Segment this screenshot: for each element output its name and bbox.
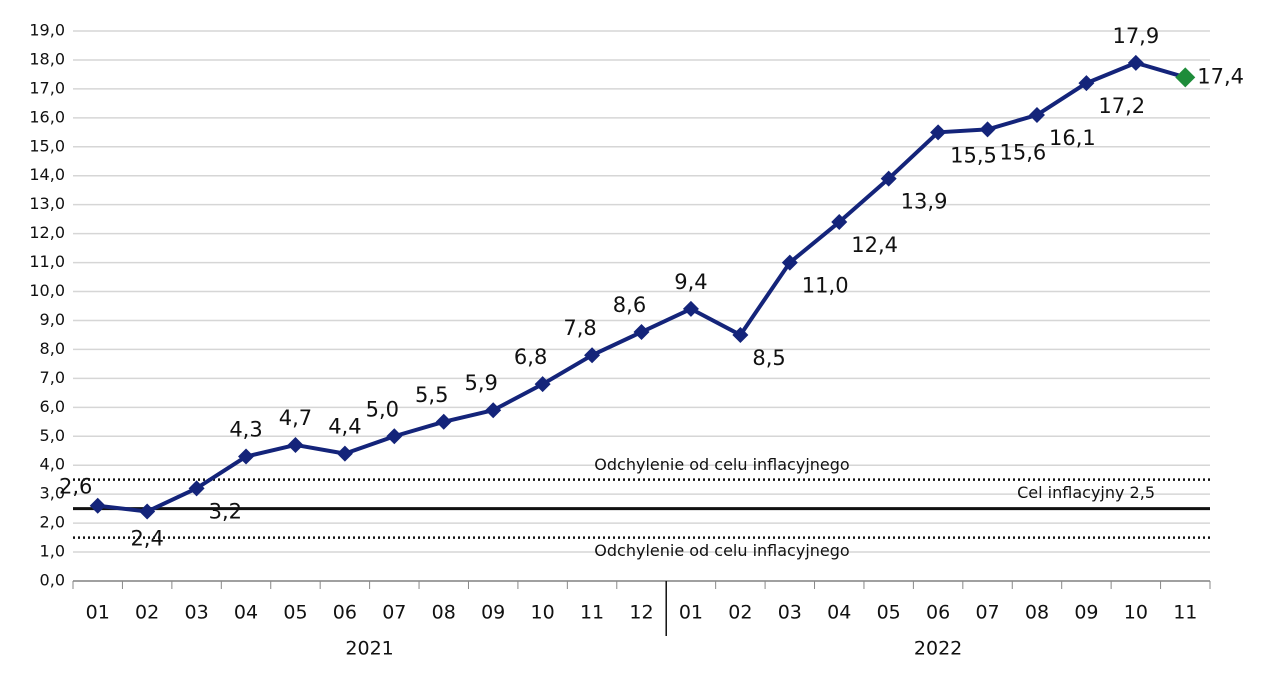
x-tick-label: 03 [778,602,802,624]
data-label: 9,4 [674,270,707,294]
y-tick-label: 17,0 [29,78,65,97]
data-label: 15,5 [950,143,997,167]
y-tick-label: 8,0 [40,339,65,358]
y-tick-label: 18,0 [29,49,65,68]
data-label: 17,2 [1098,94,1145,118]
y-tick-label: 3,0 [40,484,65,503]
data-label: 4,3 [229,418,262,442]
y-tick-label: 4,0 [40,455,65,474]
y-tick-label: 19,0 [29,21,65,40]
x-tick-label: 01 [86,602,110,624]
x-tick-label: 08 [1025,602,1049,624]
x-tick-label: 04 [827,602,851,624]
data-point [633,324,650,341]
data-point [386,428,403,445]
data-label: 2,4 [130,527,163,551]
data-point [485,402,502,419]
y-tick-label: 15,0 [29,136,65,155]
x-tick-label: 10 [1124,602,1148,624]
data-label: 6,8 [514,345,547,369]
data-point [732,326,749,343]
data-label: 15,6 [1000,140,1047,164]
data-point [1127,54,1144,71]
data-label: 17,9 [1112,24,1159,48]
x-tick-label: 11 [580,602,604,624]
x-tick-label: 06 [333,602,357,624]
data-point [139,503,156,520]
x-group-label: 2021 [345,638,393,660]
data-label: 4,7 [279,406,312,430]
data-point [435,413,452,430]
reference-label: Odchylenie od celu inflacyjnego [594,455,849,474]
data-label: 11,0 [802,274,849,298]
x-tick-label: 10 [531,602,555,624]
x-tick-label: 08 [432,602,456,624]
data-point [584,347,601,364]
x-tick-label: 02 [728,602,752,624]
data-label: 2,6 [59,475,92,499]
data-label: 3,2 [209,499,242,523]
x-group-label: 2022 [914,638,962,660]
data-point [831,214,848,231]
data-point [238,448,255,465]
y-tick-label: 6,0 [40,397,65,416]
x-tick-label: 07 [975,602,999,624]
data-label: 17,4 [1197,64,1244,88]
y-tick-label: 16,0 [29,107,65,126]
data-point [930,124,947,141]
data-label: 8,5 [752,346,785,370]
y-tick-label: 7,0 [40,368,65,387]
x-tick-label: 06 [926,602,950,624]
y-tick-label: 11,0 [29,252,65,271]
data-point [1028,106,1045,123]
data-point [682,300,699,317]
x-tick-label: 01 [679,602,703,624]
x-tick-label: 04 [234,602,258,624]
y-tick-label: 12,0 [29,223,65,242]
x-tick-label: 05 [877,602,901,624]
x-tick-label: 11 [1173,602,1197,624]
x-tick-label: 05 [283,602,307,624]
data-label: 5,9 [464,371,497,395]
data-label: 12,4 [851,233,898,257]
data-point [979,121,996,138]
data-point [188,480,205,497]
data-label: 16,1 [1049,126,1096,150]
data-label: 8,6 [613,293,646,317]
y-tick-label: 5,0 [40,426,65,445]
x-tick-label: 03 [184,602,208,624]
data-point [336,445,353,462]
data-point [534,376,551,393]
data-point [1175,67,1196,88]
y-tick-label: 10,0 [29,281,65,300]
y-tick-label: 14,0 [29,165,65,184]
y-tick-label: 1,0 [40,542,65,561]
data-point [1078,75,1095,92]
x-tick-label: 12 [629,602,653,624]
x-tick-label: 09 [481,602,505,624]
y-tick-label: 13,0 [29,194,65,213]
data-label: 7,8 [563,316,596,340]
y-tick-label: 2,0 [40,513,65,532]
data-label: 4,4 [328,415,361,439]
data-label: 5,5 [415,383,448,407]
x-tick-label: 02 [135,602,159,624]
reference-label: Cel inflacyjny 2,5 [1017,483,1155,502]
data-point [781,254,798,271]
reference-label: Odchylenie od celu inflacyjnego [594,541,849,560]
y-tick-label: 0,0 [40,571,65,590]
x-tick-label: 07 [382,602,406,624]
data-label: 13,9 [901,190,948,214]
x-tick-label: 09 [1074,602,1098,624]
data-point [880,170,897,187]
data-point [89,497,106,514]
y-tick-label: 9,0 [40,310,65,329]
data-point [287,436,304,453]
series-line [97,60,1186,514]
data-label: 5,0 [366,397,399,421]
